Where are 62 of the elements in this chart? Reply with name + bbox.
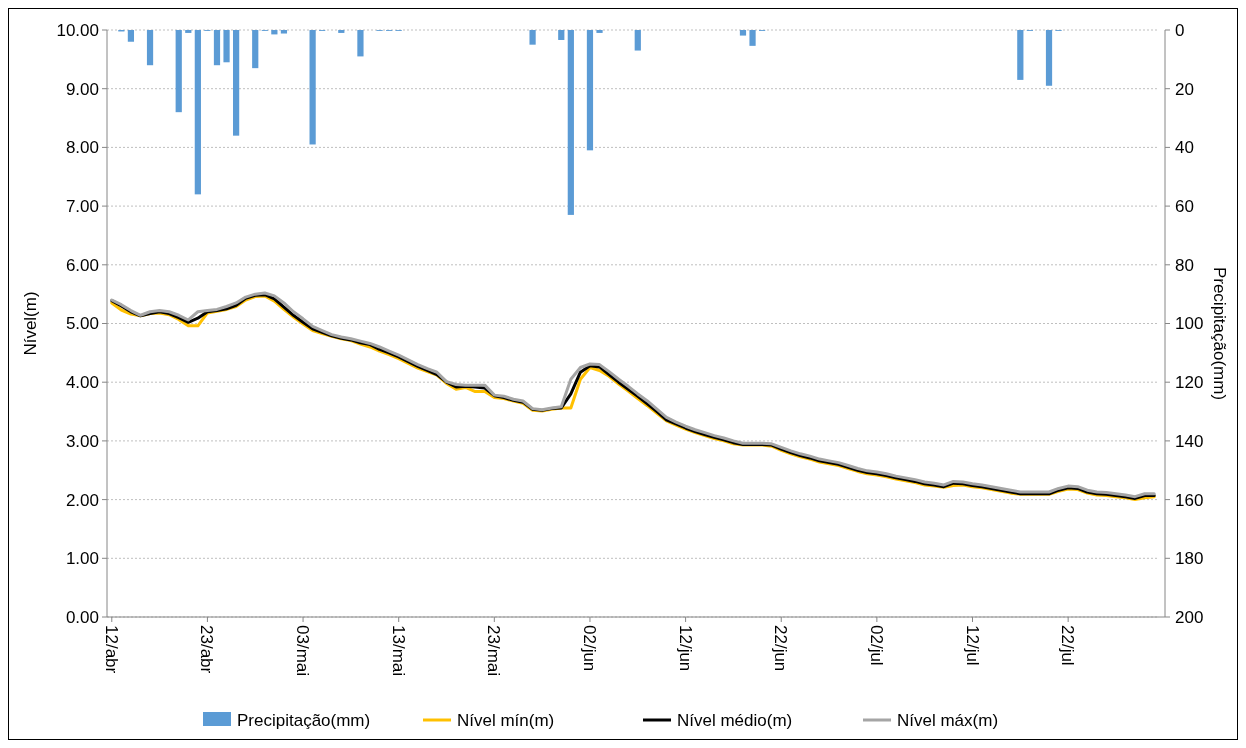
y2-tick-label: 160: [1175, 490, 1204, 510]
bar: [233, 30, 240, 136]
legend-label: Nível mín(m): [457, 710, 555, 730]
bar: [1045, 30, 1053, 86]
y2-tick-label: 200: [1175, 607, 1204, 627]
y-axis-title: Nível(m): [21, 291, 40, 356]
y-tick-label: 1.00: [65, 549, 99, 569]
bar: [213, 30, 221, 66]
bar: [739, 30, 747, 36]
y2-axis-title: Precipitação(mm): [1210, 266, 1229, 401]
bar: [175, 30, 182, 113]
bar: [634, 30, 641, 51]
bar: [146, 30, 154, 66]
y2-tick-label: 180: [1175, 549, 1204, 569]
x-tick-label: 02/jun: [580, 625, 600, 672]
y-tick-label: 6.00: [65, 255, 99, 275]
bar: [596, 30, 603, 33]
y2-tick-label: 120: [1175, 373, 1204, 393]
bar: [558, 30, 565, 40]
y2-tick-label: 40: [1175, 138, 1194, 158]
bar: [194, 30, 201, 195]
bar: [127, 30, 135, 42]
x-tick-label: 22/jun: [771, 625, 791, 672]
y-tick-label: 10.00: [56, 20, 99, 40]
bar: [586, 30, 594, 151]
y-tick-label: 0.00: [65, 607, 99, 627]
bar: [309, 30, 316, 145]
legend-label: Nível máx(m): [897, 710, 999, 730]
bar: [749, 30, 756, 46]
y2-tick-label: 20: [1175, 79, 1194, 99]
x-tick-label: 03/mai: [293, 625, 313, 677]
bar: [357, 30, 364, 57]
x-tick-label: 02/jul: [866, 625, 886, 666]
bar: [1017, 30, 1024, 80]
x-tick-label: 12/jun: [675, 625, 695, 672]
bar: [252, 30, 259, 69]
bar: [185, 30, 192, 33]
bar: [567, 30, 574, 215]
bar: [280, 30, 288, 34]
y-tick-label: 8.00: [65, 138, 99, 158]
y-tick-label: 4.00: [65, 373, 99, 393]
y-tick-label: 5.00: [65, 314, 99, 334]
y2-tick-label: 0: [1175, 20, 1185, 40]
bar: [338, 30, 345, 33]
bar: [223, 30, 230, 63]
y-tick-label: 3.00: [65, 431, 99, 451]
x-tick-label: 22/jul: [1058, 625, 1078, 666]
x-tick-label: 13/mai: [388, 625, 408, 677]
x-tick-label: 23/abr: [197, 625, 217, 674]
y2-tick-label: 60: [1175, 197, 1194, 217]
x-tick-label: 23/mai: [484, 625, 504, 677]
y2-tick-label: 140: [1175, 431, 1204, 451]
y-tick-label: 7.00: [65, 197, 99, 217]
y-tick-label: 9.00: [65, 79, 99, 99]
y2-tick-label: 80: [1175, 255, 1194, 275]
legend-label: Nível médio(m): [677, 710, 793, 730]
x-tick-label: 12/abr: [101, 625, 121, 674]
bar: [529, 30, 536, 45]
y-tick-label: 2.00: [65, 490, 99, 510]
x-tick-label: 12/jul: [962, 625, 982, 666]
legend-label: Precipitação(mm): [237, 710, 371, 730]
y2-tick-label: 100: [1175, 314, 1204, 334]
